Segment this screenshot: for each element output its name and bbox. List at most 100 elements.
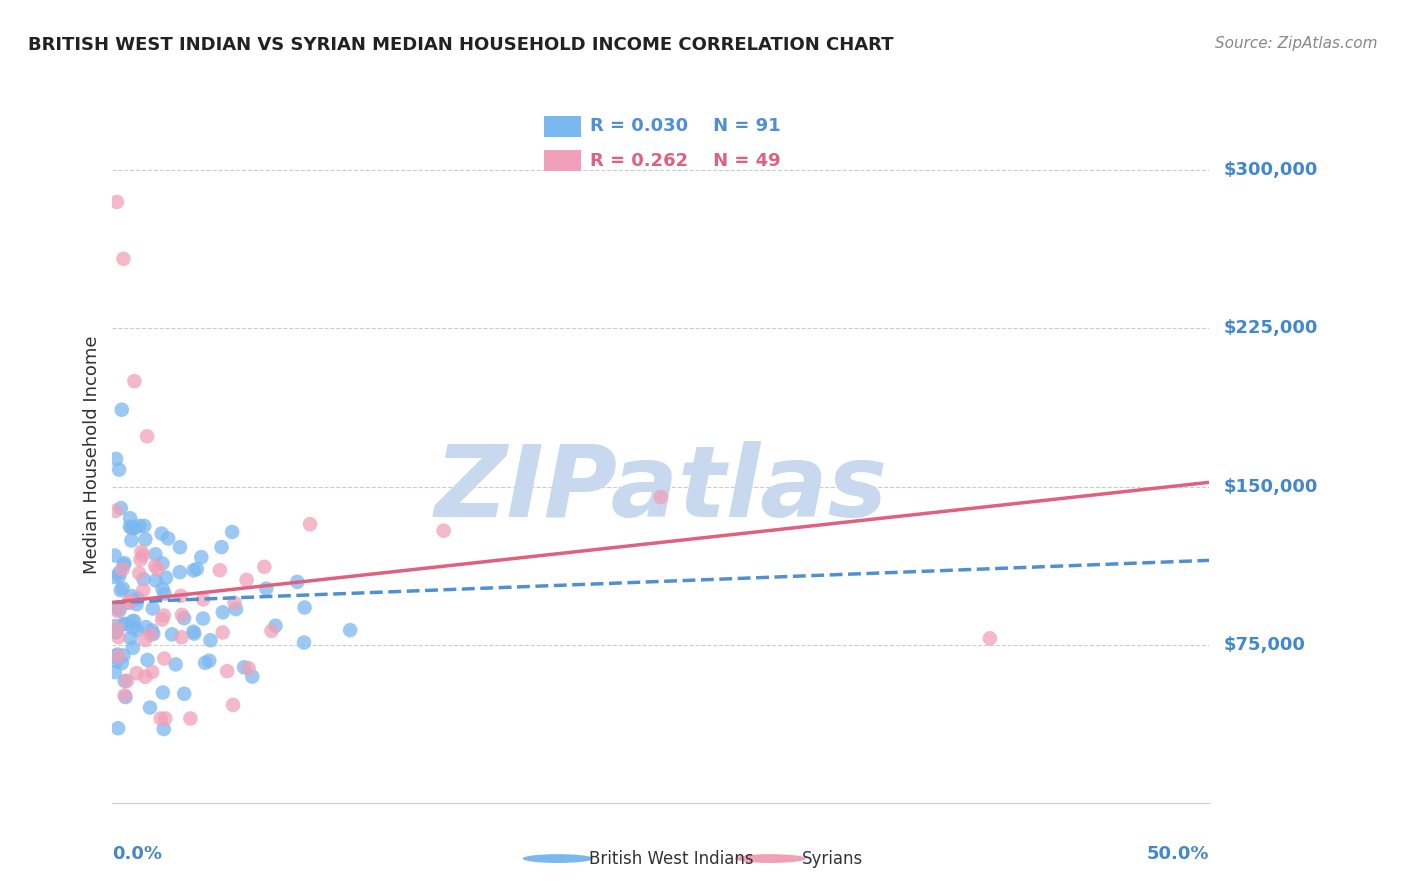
Point (221, 524, 243, 539)
Point (105, 654, 128, 668)
Point (141, 665, 163, 679)
Point (122, 520, 145, 534)
Point (145, 574, 167, 588)
Point (285, 574, 308, 589)
Point (104, 619, 127, 633)
Point (105, 601, 128, 615)
Point (141, 624, 163, 638)
Point (146, 562, 169, 576)
Circle shape (735, 855, 806, 863)
Point (183, 624, 205, 639)
Point (254, 582, 277, 596)
Point (107, 604, 129, 618)
Point (105, 621, 128, 635)
Point (104, 504, 127, 518)
Point (124, 521, 146, 535)
Point (132, 572, 155, 586)
Point (114, 617, 136, 632)
Text: BRITISH WEST INDIAN VS SYRIAN MEDIAN HOUSEHOLD INCOME CORRELATION CHART: BRITISH WEST INDIAN VS SYRIAN MEDIAN HOU… (28, 36, 894, 54)
Point (118, 594, 141, 608)
Point (186, 562, 208, 576)
Point (122, 614, 145, 628)
Point (112, 252, 135, 266)
Point (211, 540, 233, 554)
Point (120, 533, 142, 548)
Text: R = 0.030    N = 91: R = 0.030 N = 91 (591, 118, 780, 136)
Point (107, 648, 129, 662)
Point (139, 627, 162, 641)
Point (165, 657, 187, 672)
Point (108, 463, 131, 477)
Point (115, 673, 138, 688)
Text: ZIPatlas: ZIPatlas (434, 442, 887, 538)
Point (193, 592, 215, 607)
Point (194, 656, 217, 670)
Point (235, 573, 257, 587)
Point (160, 627, 183, 641)
Point (129, 552, 152, 566)
Point (110, 501, 132, 516)
Point (135, 620, 157, 634)
Text: $75,000: $75,000 (1223, 636, 1305, 654)
Point (211, 625, 233, 640)
Point (150, 613, 173, 627)
Point (112, 558, 135, 572)
Point (200, 633, 222, 648)
Point (134, 519, 156, 533)
Point (111, 402, 134, 417)
Point (169, 565, 191, 579)
Point (134, 533, 156, 547)
Point (222, 698, 245, 712)
Text: $225,000: $225,000 (1223, 319, 1317, 337)
Point (217, 664, 239, 678)
Point (173, 687, 195, 701)
Point (118, 595, 141, 609)
Point (136, 653, 159, 667)
Point (183, 626, 205, 640)
Point (120, 631, 142, 645)
Text: British West Indians: British West Indians (589, 849, 754, 868)
Point (224, 596, 246, 610)
Point (240, 669, 263, 683)
Y-axis label: Median Household Income: Median Household Income (83, 335, 101, 574)
Point (253, 559, 276, 574)
Point (125, 623, 148, 637)
Bar (544, 116, 581, 137)
Point (260, 624, 283, 638)
Point (292, 635, 315, 649)
Point (225, 602, 247, 616)
Point (111, 656, 134, 670)
Point (124, 374, 146, 388)
Point (112, 648, 135, 663)
Point (149, 711, 172, 725)
Point (128, 566, 150, 581)
Point (298, 517, 321, 532)
Point (125, 597, 148, 611)
Point (979, 632, 1001, 646)
Point (107, 630, 129, 644)
Point (118, 511, 141, 525)
Point (107, 649, 129, 664)
Point (233, 660, 256, 674)
Point (170, 589, 193, 603)
Point (198, 654, 221, 668)
Point (107, 721, 129, 735)
Point (157, 532, 180, 546)
Point (111, 562, 134, 576)
Text: 0.0%: 0.0% (112, 845, 163, 863)
Point (170, 630, 193, 644)
Point (120, 521, 142, 535)
Point (150, 526, 173, 541)
Point (190, 550, 212, 565)
Point (169, 540, 191, 554)
Point (155, 711, 177, 725)
Point (127, 591, 149, 606)
Point (132, 549, 155, 563)
Point (105, 194, 128, 209)
Point (104, 649, 127, 664)
Text: Source: ZipAtlas.com: Source: ZipAtlas.com (1215, 36, 1378, 51)
Point (155, 571, 177, 585)
Point (208, 563, 231, 577)
Point (108, 569, 131, 583)
Point (131, 544, 153, 558)
